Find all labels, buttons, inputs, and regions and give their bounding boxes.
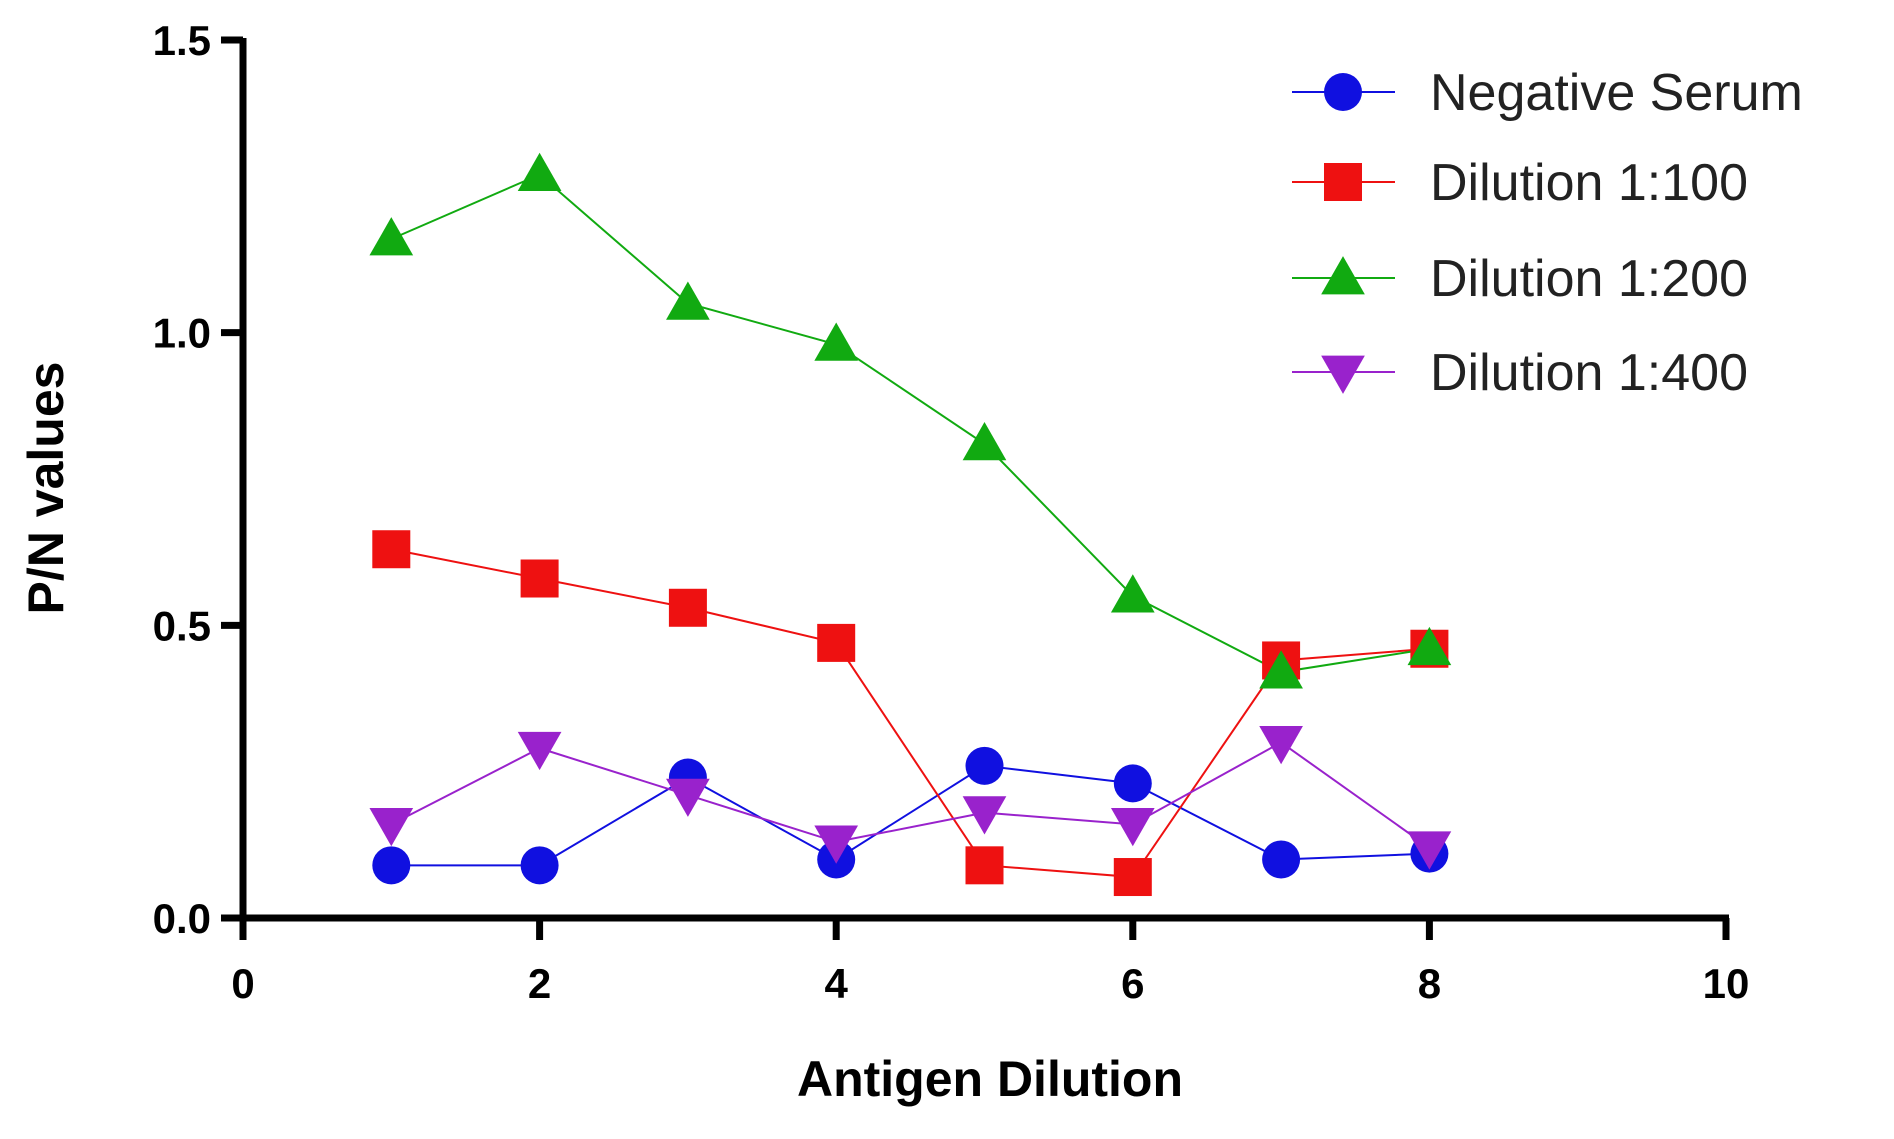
legend-marker (1324, 73, 1362, 111)
data-point-series-1 (372, 530, 411, 569)
data-point-series-1 (668, 588, 707, 627)
data-point-series-3 (1110, 807, 1155, 847)
data-point-series-2 (1110, 574, 1155, 613)
data-point-series-2 (962, 422, 1007, 461)
y-tick-label: 0.0 (153, 895, 211, 942)
data-point-series-0 (1113, 764, 1152, 803)
data-point-series-1 (520, 559, 559, 598)
legend-label: Negative Serum (1430, 64, 1803, 122)
series-line-0 (391, 764, 1430, 867)
data-point-series-1 (965, 846, 1004, 885)
data-point-series-2 (666, 281, 710, 320)
legend-label: Dilution 1:400 (1430, 344, 1748, 402)
x-tick-label: 8 (1418, 960, 1441, 1007)
legend-marker (1321, 256, 1365, 295)
legend-label: Dilution 1:200 (1430, 250, 1748, 308)
series-layer (369, 152, 1452, 897)
data-point-series-2 (814, 322, 859, 361)
legend-label: Dilution 1:100 (1430, 154, 1748, 212)
x-tick-label: 6 (1121, 960, 1144, 1007)
x-tick-label: 10 (1703, 960, 1750, 1007)
axes: 0.0 0.5 1.0 1.5 0 2 4 6 8 10 (153, 17, 1750, 1007)
data-point-series-1 (1113, 858, 1152, 897)
legend-marker (1321, 355, 1365, 394)
data-point-series-0 (1262, 840, 1301, 879)
data-point-series-3 (517, 731, 562, 771)
data-point-series-3 (1259, 726, 1303, 765)
x-tick-label: 0 (231, 960, 254, 1007)
x-axis-title: Antigen Dilution (797, 1051, 1183, 1107)
series-line-3 (390, 741, 1430, 849)
x-tick-label: 4 (825, 960, 849, 1007)
legend-marker (1324, 163, 1362, 201)
x-tick-label: 2 (528, 960, 551, 1007)
data-point-series-1 (817, 623, 856, 662)
y-tick-label: 1.5 (153, 17, 211, 64)
data-point-series-3 (1407, 831, 1452, 870)
data-point-series-0 (965, 746, 1004, 785)
data-point-series-3 (369, 807, 414, 847)
data-point-series-2 (1259, 650, 1303, 689)
data-point-series-3 (814, 825, 859, 864)
y-tick-label: 1.0 (153, 310, 211, 357)
data-point-series-3 (666, 778, 710, 817)
y-axis-title: P/N values (18, 362, 74, 615)
data-point-series-2 (1407, 626, 1452, 666)
series-line-2 (390, 173, 1430, 674)
data-point-series-3 (962, 796, 1007, 835)
data-point-series-2 (369, 217, 414, 256)
data-point-series-2 (517, 152, 562, 192)
data-point-series-0 (372, 846, 411, 885)
series-line-1 (391, 548, 1430, 879)
legend: Negative Serum Dilution 1:100 Dilution 1:2… (1292, 64, 1803, 402)
data-point-series-0 (520, 846, 559, 885)
y-tick-label: 0.5 (153, 602, 211, 649)
